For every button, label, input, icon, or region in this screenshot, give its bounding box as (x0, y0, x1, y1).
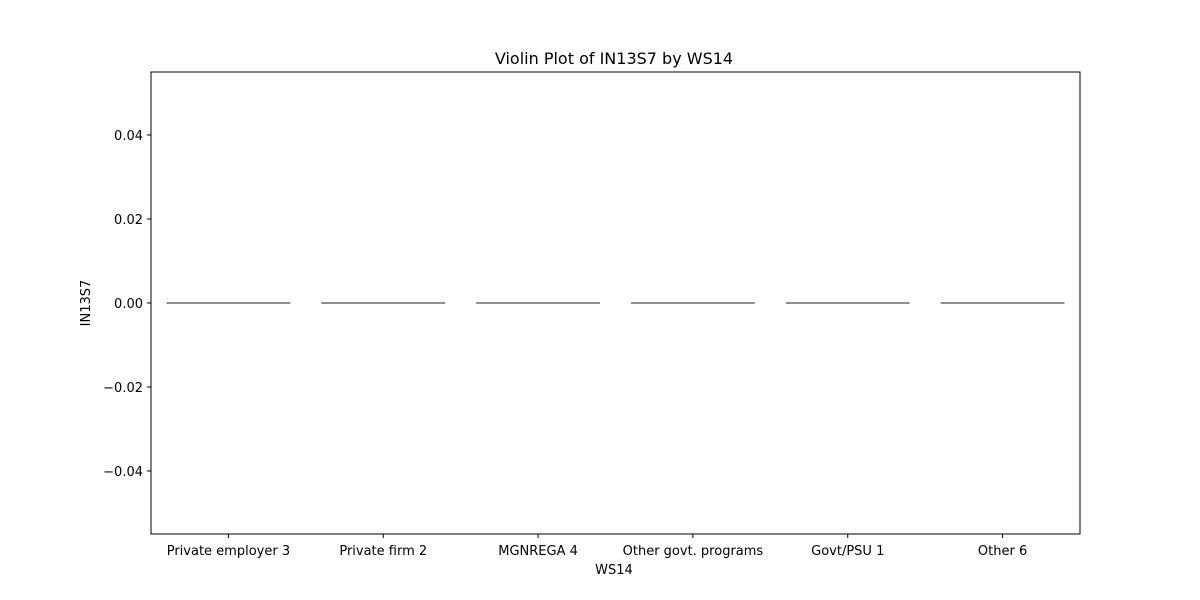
x-tick-label: Govt/PSU 1 (811, 544, 884, 559)
x-tick-label: Other 6 (978, 544, 1027, 559)
chart-title: Violin Plot of IN13S7 by WS14 (495, 49, 733, 68)
x-tick-label: Other govt. programs (623, 544, 764, 559)
y-tick-label: 0.04 (114, 129, 143, 144)
y-axis-label: IN13S7 (79, 280, 94, 327)
x-axis-label: WS14 (595, 563, 633, 578)
y-tick-label: 0.02 (114, 213, 143, 228)
y-tick-label: −0.04 (103, 465, 143, 480)
x-tick-label: Private firm 2 (339, 544, 427, 559)
x-tick-label: Private employer 3 (167, 544, 290, 559)
x-axis: Private employer 3 Private firm 2 MGNREGA … (167, 534, 1027, 559)
y-axis: 0.04 0.02 0.00 −0.02 −0.04 (103, 129, 151, 480)
y-tick-label: −0.02 (103, 381, 143, 396)
y-tick-label: 0.00 (114, 297, 143, 312)
x-tick-label: MGNREGA 4 (498, 544, 578, 559)
